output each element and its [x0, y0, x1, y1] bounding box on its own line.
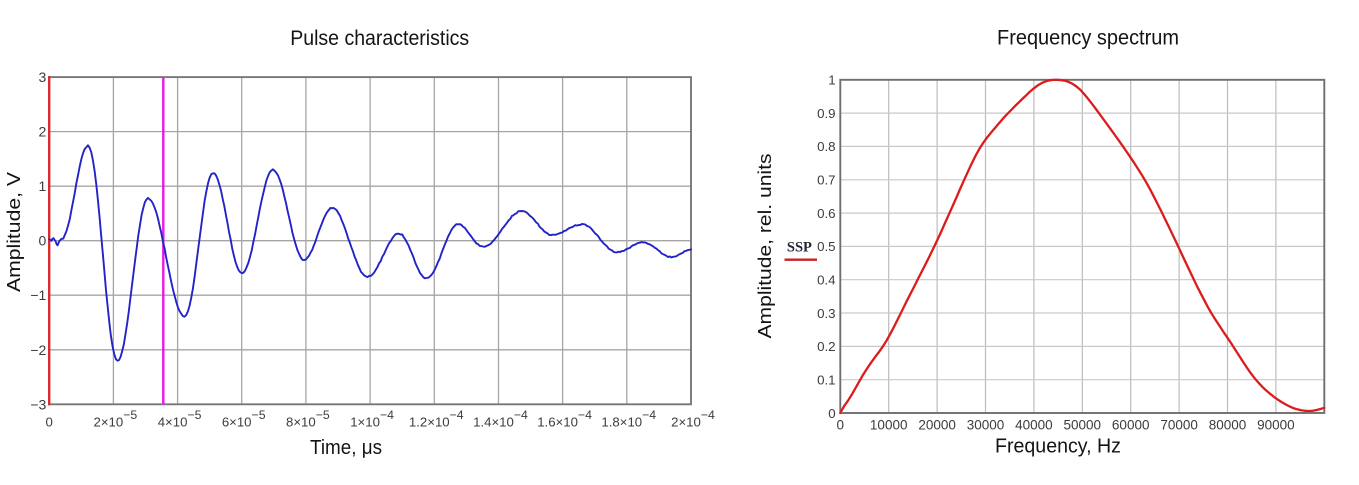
svg-text:2: 2	[39, 124, 47, 140]
svg-text:0: 0	[39, 233, 47, 249]
svg-text:0: 0	[46, 415, 53, 430]
svg-text:0.9: 0.9	[817, 106, 836, 121]
svg-text:1: 1	[39, 178, 47, 194]
svg-text:30000: 30000	[967, 418, 1005, 433]
svg-text:3: 3	[39, 69, 47, 85]
svg-text:−1: −1	[30, 287, 46, 303]
svg-text:Frequency, Hz: Frequency, Hz	[995, 436, 1121, 458]
svg-text:0.6: 0.6	[817, 206, 836, 221]
svg-text:80000: 80000	[1209, 418, 1247, 433]
svg-text:0: 0	[837, 418, 845, 433]
svg-text:60000: 60000	[1112, 418, 1150, 433]
svg-text:SSP: SSP	[787, 240, 812, 256]
svg-text:2×10−5: 2×10−5	[94, 408, 138, 430]
svg-text:Amplitude, rel. units: Amplitude, rel. units	[755, 154, 775, 339]
svg-text:Time, μs: Time, μs	[310, 437, 382, 459]
svg-text:6×10−5: 6×10−5	[222, 408, 266, 430]
svg-text:50000: 50000	[1064, 418, 1102, 433]
svg-text:0.2: 0.2	[817, 339, 836, 354]
svg-text:0.5: 0.5	[817, 239, 836, 254]
svg-text:1.8×10−4: 1.8×10−4	[601, 408, 656, 430]
svg-text:1: 1	[828, 73, 835, 88]
svg-text:Amplitude, V: Amplitude, V	[4, 172, 24, 292]
svg-text:0.4: 0.4	[817, 273, 836, 288]
svg-text:4×10−5: 4×10−5	[158, 408, 202, 430]
svg-text:2×10−4: 2×10−4	[671, 408, 715, 430]
svg-text:8×10−5: 8×10−5	[286, 408, 330, 430]
svg-text:10000: 10000	[870, 418, 908, 433]
svg-text:1×10−4: 1×10−4	[350, 408, 394, 430]
svg-text:1.6×10−4: 1.6×10−4	[537, 408, 592, 430]
svg-text:1.2×10−4: 1.2×10−4	[409, 408, 464, 430]
svg-text:90000: 90000	[1257, 418, 1295, 433]
svg-text:0: 0	[828, 406, 835, 421]
svg-text:40000: 40000	[1015, 418, 1053, 433]
svg-text:0.1: 0.1	[817, 373, 836, 388]
svg-text:Pulse characteristics: Pulse characteristics	[290, 27, 469, 50]
svg-text:0.3: 0.3	[817, 306, 836, 321]
svg-text:−2: −2	[30, 342, 46, 358]
svg-text:70000: 70000	[1160, 418, 1198, 433]
svg-text:20000: 20000	[918, 418, 956, 433]
svg-text:1.4×10−4: 1.4×10−4	[473, 408, 528, 430]
svg-text:0.8: 0.8	[817, 139, 836, 154]
svg-text:Frequency spectrum: Frequency spectrum	[997, 26, 1179, 49]
svg-text:0.7: 0.7	[817, 173, 836, 188]
svg-text:−3: −3	[30, 396, 46, 412]
